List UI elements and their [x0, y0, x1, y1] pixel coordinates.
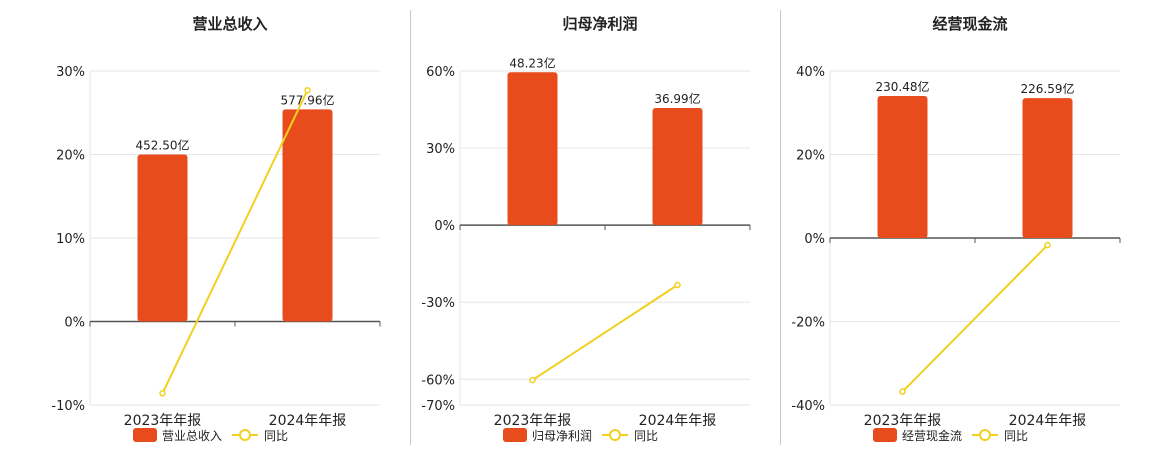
- legend-line-label: 同比: [634, 429, 658, 443]
- legend-line-marker: [239, 429, 251, 441]
- chart-title: 经营现金流: [932, 15, 1007, 33]
- y-tick-label: 60%: [426, 65, 455, 80]
- cash-flow-chart: 经营现金流 -40% -20% 0% 20% 40% 230.48亿 226.59亿 2023年…: [791, 15, 1121, 443]
- yoy-point: [674, 281, 681, 289]
- legend-bar-swatch: [503, 428, 527, 442]
- y-tick-label: -30%: [421, 296, 455, 311]
- x-tick-label: 2024年年报: [269, 413, 347, 429]
- legend-line-marker: [609, 429, 621, 441]
- panel-divider: [410, 10, 411, 445]
- yoy-line: [901, 244, 1049, 393]
- bar-value-label: 226.59亿: [1021, 81, 1075, 96]
- y-tick-label: 30%: [426, 142, 455, 157]
- x-tick-label: 2023年年报: [864, 413, 942, 429]
- bar-value-label: 36.99亿: [654, 91, 700, 106]
- legend-bar-swatch: [133, 428, 157, 442]
- x-tick-label: 2023年年报: [124, 413, 202, 429]
- y-tick-label: -20%: [791, 316, 825, 331]
- chart-title: 归母净利润: [562, 15, 637, 33]
- yoy-point: [529, 376, 536, 384]
- legend-bar-label: 归母净利润: [532, 429, 592, 443]
- chart-panel-cash-flow: 经营现金流 -40% -20% 0% 20% 40% 230.48亿 226.59亿 2023年…: [780, 0, 1150, 450]
- y-tick-label: -60%: [421, 373, 455, 388]
- y-tick-label: 20%: [796, 149, 825, 164]
- y-tick-label: -70%: [421, 399, 455, 414]
- x-tick-label: 2024年年报: [639, 413, 717, 429]
- bar: [652, 107, 703, 226]
- chart-title: 营业总收入: [192, 15, 267, 33]
- bar-value-label: 577.96亿: [281, 92, 335, 107]
- bar: [1022, 98, 1073, 238]
- yoy-line: [531, 284, 679, 381]
- y-tick-label: -10%: [51, 399, 85, 414]
- panel-divider: [780, 10, 781, 445]
- yoy-line: [161, 89, 309, 394]
- y-tick-label: 10%: [56, 232, 85, 247]
- yoy-point: [304, 86, 311, 94]
- y-tick-label: 40%: [796, 65, 825, 80]
- chart-panel-net-profit: 归母净利润 -70% -60% -30% 0% 30% 60% 48.23亿 36.99亿 202…: [410, 0, 780, 450]
- y-tick-label: 0%: [804, 232, 825, 247]
- yoy-point: [899, 388, 906, 395]
- legend-bar-swatch: [873, 428, 897, 442]
- bar: [137, 154, 188, 322]
- yoy-point: [1044, 241, 1051, 249]
- y-tick-label: 0%: [64, 316, 85, 331]
- yoy-point: [159, 390, 166, 397]
- bar-value-label: 48.23亿: [509, 55, 555, 70]
- legend-bar-label: 经营现金流: [902, 428, 962, 443]
- y-tick-label: 0%: [434, 219, 455, 234]
- legend-line-marker: [979, 429, 991, 441]
- net-profit-chart: 归母净利润 -70% -60% -30% 0% 30% 60% 48.23亿 36.99亿 202…: [421, 15, 751, 443]
- legend-line-label: 同比: [1004, 429, 1028, 443]
- y-tick-label: 20%: [56, 149, 85, 164]
- chart-panel-revenue: 营业总收入 -10% 0% 10% 20% 30% 452.50亿 577.96亿 2023年年…: [40, 0, 410, 450]
- y-tick-label: -40%: [791, 399, 825, 414]
- y-tick-label: 30%: [56, 65, 85, 80]
- bar: [282, 109, 333, 322]
- bar: [877, 96, 928, 238]
- legend-bar-label: 营业总收入: [162, 429, 222, 443]
- x-tick-label: 2024年年报: [1009, 413, 1087, 429]
- bar-value-label: 452.50亿: [136, 138, 190, 153]
- bar-value-label: 230.48亿: [876, 79, 930, 94]
- legend-line-label: 同比: [264, 429, 288, 443]
- x-tick-label: 2023年年报: [494, 413, 572, 429]
- revenue-chart: 营业总收入 -10% 0% 10% 20% 30% 452.50亿 577.96亿 2023年年…: [51, 15, 381, 443]
- bar: [507, 72, 558, 226]
